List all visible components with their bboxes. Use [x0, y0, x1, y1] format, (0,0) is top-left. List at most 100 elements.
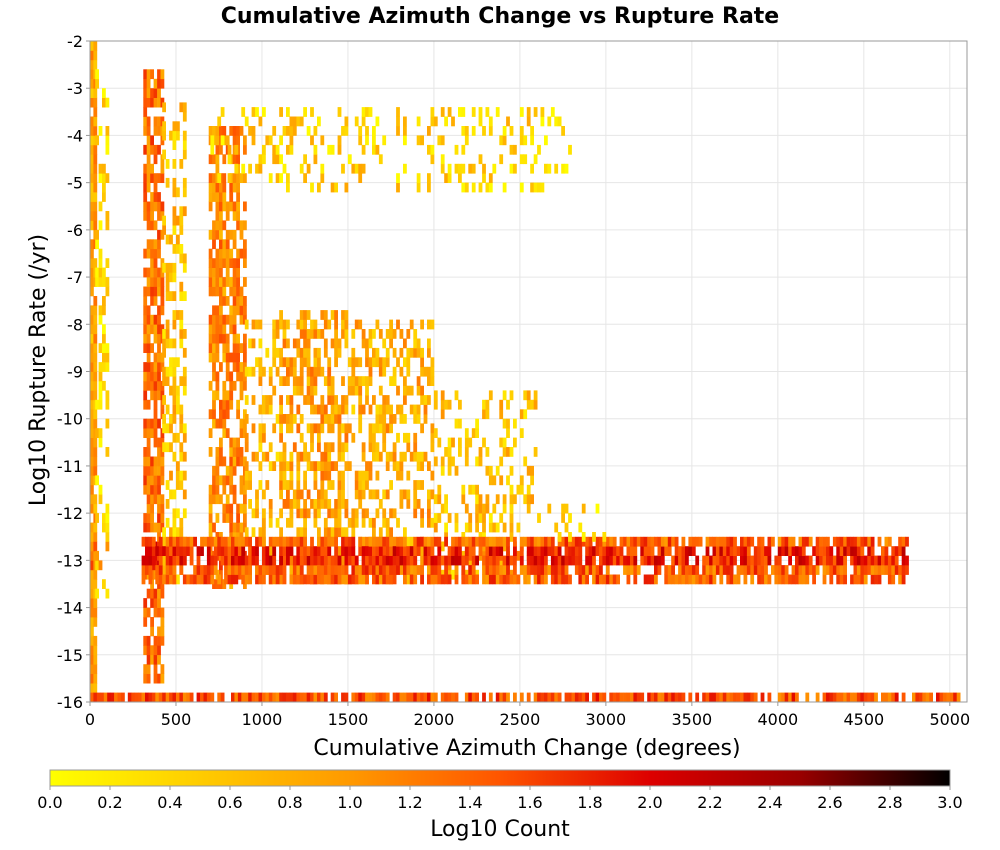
heatmap-cell [303, 338, 307, 349]
heatmap-cell [461, 163, 466, 174]
heatmap-cell [279, 692, 283, 703]
heatmap-cell [157, 239, 161, 250]
heatmap-cell [289, 565, 294, 575]
heatmap-cell [519, 484, 524, 495]
heatmap-cell [212, 305, 216, 316]
heatmap-cell [372, 546, 376, 556]
heatmap-cell [396, 692, 400, 703]
heatmap-cell [458, 555, 462, 566]
heatmap-cell [232, 437, 237, 448]
heatmap-cell [337, 442, 342, 453]
heatmap-cell [337, 555, 342, 566]
heatmap-cell [146, 248, 151, 259]
heatmap-cell [664, 574, 669, 585]
heatmap-cell [310, 395, 314, 405]
heatmap-cell [93, 380, 98, 391]
heatmap-cell [440, 555, 445, 566]
heatmap-cell [413, 451, 418, 462]
heatmap-cell [458, 163, 462, 174]
heatmap-cell [90, 560, 94, 571]
heatmap-cell [451, 437, 455, 448]
heatmap-cell [98, 314, 103, 325]
heatmap-cell [334, 499, 338, 509]
heatmap-cell [102, 192, 106, 202]
chart-title: Cumulative Azimuth Change vs Rupture Rat… [221, 4, 779, 29]
heatmap-cell [146, 352, 151, 363]
heatmap-cell [530, 465, 534, 476]
heatmap-cell [475, 522, 479, 533]
heatmap-cell [182, 187, 187, 198]
heatmap-cell [157, 447, 161, 457]
heatmap-cell [150, 343, 154, 353]
heatmap-cell [887, 565, 892, 575]
heatmap-cell [146, 239, 151, 250]
heatmap-cell [502, 390, 507, 401]
heatmap-cell [162, 555, 166, 566]
heatmap-cell [471, 555, 476, 566]
heatmap-cell [232, 522, 237, 533]
heatmap-cell [313, 347, 318, 358]
heatmap-cell [306, 489, 311, 500]
heatmap-cell [746, 555, 751, 566]
heatmap-cell [526, 503, 531, 514]
heatmap-cell [341, 546, 345, 556]
heatmap-cell [102, 362, 106, 372]
heatmap-cell [275, 173, 280, 183]
heatmap-cell [502, 494, 507, 505]
heatmap-cell [172, 404, 177, 415]
heatmap-cell [255, 499, 259, 509]
heatmap-cell [513, 536, 517, 547]
heatmap-cell [592, 555, 596, 566]
heatmap-cell [526, 555, 531, 566]
heatmap-cell [403, 116, 407, 127]
heatmap-cell [90, 494, 94, 505]
heatmap-cell [444, 565, 448, 575]
heatmap-cell [702, 574, 706, 585]
heatmap-cell [153, 173, 158, 183]
heatmap-cell [430, 442, 435, 453]
heatmap-cell [523, 574, 528, 585]
heatmap-cell [409, 546, 414, 556]
heatmap-cell [222, 239, 227, 250]
heatmap-cell [330, 404, 335, 415]
heatmap-cell [399, 470, 404, 481]
heatmap-cell [334, 461, 338, 471]
heatmap-cell [239, 503, 244, 514]
heatmap-cell [179, 215, 184, 226]
heatmap-cell [440, 163, 445, 174]
heatmap-cell [671, 536, 675, 547]
heatmap-cell [478, 116, 483, 127]
heatmap-cell [351, 366, 356, 377]
heatmap-cell [148, 555, 153, 566]
heatmap-cell [540, 107, 545, 117]
heatmap-cell [513, 494, 517, 505]
heatmap-cell [255, 546, 259, 556]
heatmap-cell [867, 555, 872, 566]
heatmap-cell [633, 692, 638, 703]
heatmap-cell [440, 409, 445, 420]
heatmap-cell [145, 555, 149, 566]
heatmap-cell [427, 395, 431, 405]
heatmap-cell [516, 550, 521, 561]
heatmap-cell [172, 225, 177, 235]
heatmap-cell [378, 404, 383, 415]
heatmap-cell [392, 451, 397, 462]
heatmap-cell [413, 338, 418, 349]
heatmap-cell [169, 338, 173, 349]
heatmap-cell [282, 480, 287, 490]
x-tick-label: 4000 [757, 710, 798, 729]
heatmap-cell [232, 126, 237, 136]
heatmap-cell [454, 513, 459, 523]
heatmap-cell [330, 423, 335, 434]
heatmap-cell [678, 692, 682, 703]
heatmap-cell [275, 154, 280, 165]
heatmap-cell [385, 546, 390, 556]
heatmap-cell [602, 532, 607, 542]
heatmap-cell [179, 310, 184, 320]
heatmap-cell [323, 555, 328, 566]
heatmap-cell [540, 116, 545, 127]
heatmap-cell [382, 414, 387, 424]
heatmap-cell [289, 508, 294, 519]
heatmap-cell [495, 565, 500, 575]
heatmap-cell [244, 536, 249, 547]
